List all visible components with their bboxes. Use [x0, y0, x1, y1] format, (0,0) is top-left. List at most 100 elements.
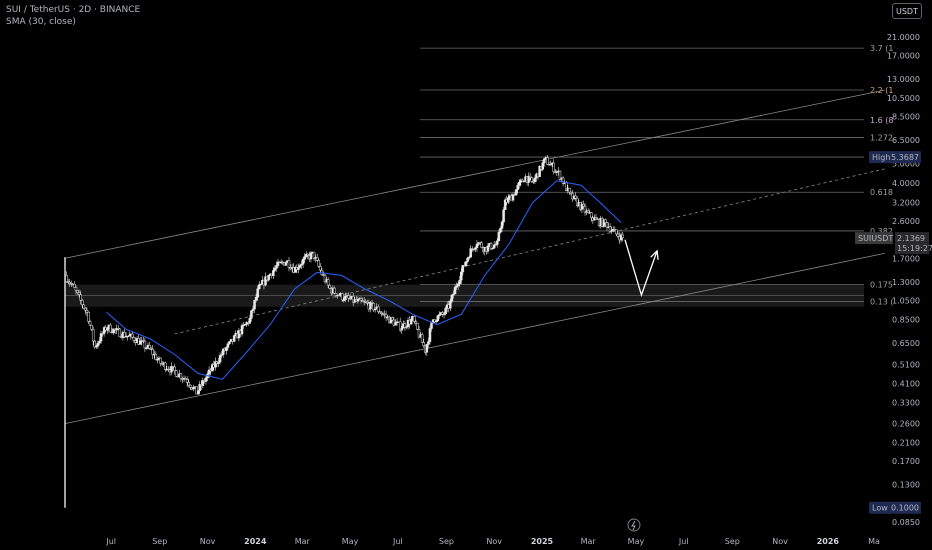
candle: [148, 342, 151, 350]
candle: [494, 241, 498, 246]
candle-body: [273, 267, 277, 271]
lightning-icon-bolt: [631, 520, 636, 531]
candle-body: [436, 315, 440, 322]
candle: [73, 281, 76, 288]
indicator-label[interactable]: SMA (30, close): [6, 17, 76, 27]
candle: [319, 263, 322, 273]
y-tick-label: 0.4100: [892, 379, 920, 388]
candle: [259, 283, 263, 286]
candle: [616, 230, 620, 239]
candle-body: [594, 217, 598, 220]
candle: [184, 376, 187, 380]
candle: [543, 158, 546, 167]
candle-body: [528, 175, 532, 178]
candle: [99, 330, 103, 344]
candle: [464, 261, 468, 268]
y-tick-label: 21.0000: [887, 33, 920, 42]
price-tag-value: 2.1369: [897, 234, 925, 243]
y-tick-label: 5.0000: [892, 159, 920, 168]
fib-level-label: 0.13 (: [870, 298, 893, 307]
countdown-value: 15:19:27: [897, 244, 932, 253]
candle-body: [226, 343, 230, 348]
candle: [582, 200, 585, 210]
candle: [507, 194, 510, 205]
candle: [102, 325, 106, 337]
x-tick-label: Sep: [439, 537, 454, 546]
candle: [400, 325, 404, 334]
candle-body: [250, 310, 253, 319]
candle-body: [220, 354, 223, 356]
candle-body: [340, 293, 344, 301]
candle: [450, 294, 454, 304]
candle: [118, 327, 122, 338]
candle: [195, 386, 198, 395]
candle: [344, 292, 347, 303]
candle: [298, 263, 302, 269]
y-tick-label: 0.1300: [892, 481, 920, 490]
candle-body: [568, 187, 571, 193]
candle-body: [605, 222, 609, 228]
symbol-title[interactable]: SUI / TetherUS · 2D · BINANCE: [6, 5, 141, 15]
candle-body: [453, 287, 457, 295]
candle: [420, 332, 424, 343]
candle: [398, 317, 402, 333]
candlestick-series: [64, 154, 624, 508]
x-tick-label: Nov: [772, 537, 788, 546]
candle-body: [347, 295, 350, 299]
candle: [96, 340, 100, 349]
y-tick-label: 0.2600: [892, 420, 920, 429]
candle-body: [317, 260, 321, 267]
candle: [558, 170, 562, 182]
candle-body: [434, 320, 438, 323]
candle-body: [156, 359, 159, 361]
candle-body: [151, 349, 154, 355]
time-axis[interactable]: Jul Sep Nov 2024 Mar May Jul Sep Nov 2025 Mar May Ju…: [105, 537, 880, 546]
candle-body: [326, 279, 330, 286]
candle: [217, 358, 220, 368]
candle: [461, 265, 465, 276]
candle: [499, 226, 502, 234]
candle-body: [522, 180, 526, 183]
candle: [151, 345, 154, 360]
candle: [131, 331, 134, 339]
candle: [492, 240, 496, 249]
high-tag-label: High: [872, 153, 890, 162]
candle: [522, 180, 526, 183]
x-tick-label: Sep: [152, 537, 167, 546]
candle-body: [413, 316, 416, 322]
candle: [225, 346, 228, 355]
candle: [364, 299, 367, 304]
symbol-tag-bg: [855, 232, 893, 245]
candle: [428, 325, 432, 345]
price-axis[interactable]: 21.0000 17.0000 13.0000 10.5000 8.5000 6.5000…: [887, 33, 920, 527]
candle-body: [217, 361, 220, 364]
candle-body: [300, 263, 303, 266]
candle: [127, 331, 131, 337]
candle: [91, 326, 95, 346]
candle: [516, 182, 519, 194]
candle: [90, 324, 93, 331]
y-tick-label: 0.0850: [892, 518, 920, 527]
candle: [405, 325, 408, 330]
candle: [502, 206, 505, 226]
candle-body: [602, 219, 606, 227]
candle: [416, 322, 419, 331]
candle-body: [87, 312, 90, 322]
candle-body: [533, 177, 537, 182]
lightning-icon[interactable]: [627, 518, 641, 532]
candle: [68, 278, 71, 287]
candle: [179, 372, 183, 382]
candle-body: [427, 341, 430, 345]
candle: [170, 362, 173, 376]
candle-body: [425, 344, 429, 353]
candle-body: [253, 300, 256, 310]
candle-body: [466, 257, 469, 262]
currency-button[interactable]: USDT: [892, 3, 922, 19]
candle-body: [521, 179, 524, 182]
x-tick-label: Sep: [725, 537, 740, 546]
candle-body: [254, 296, 258, 301]
candle-body: [394, 322, 397, 326]
candle: [198, 380, 201, 395]
candle: [93, 340, 97, 349]
